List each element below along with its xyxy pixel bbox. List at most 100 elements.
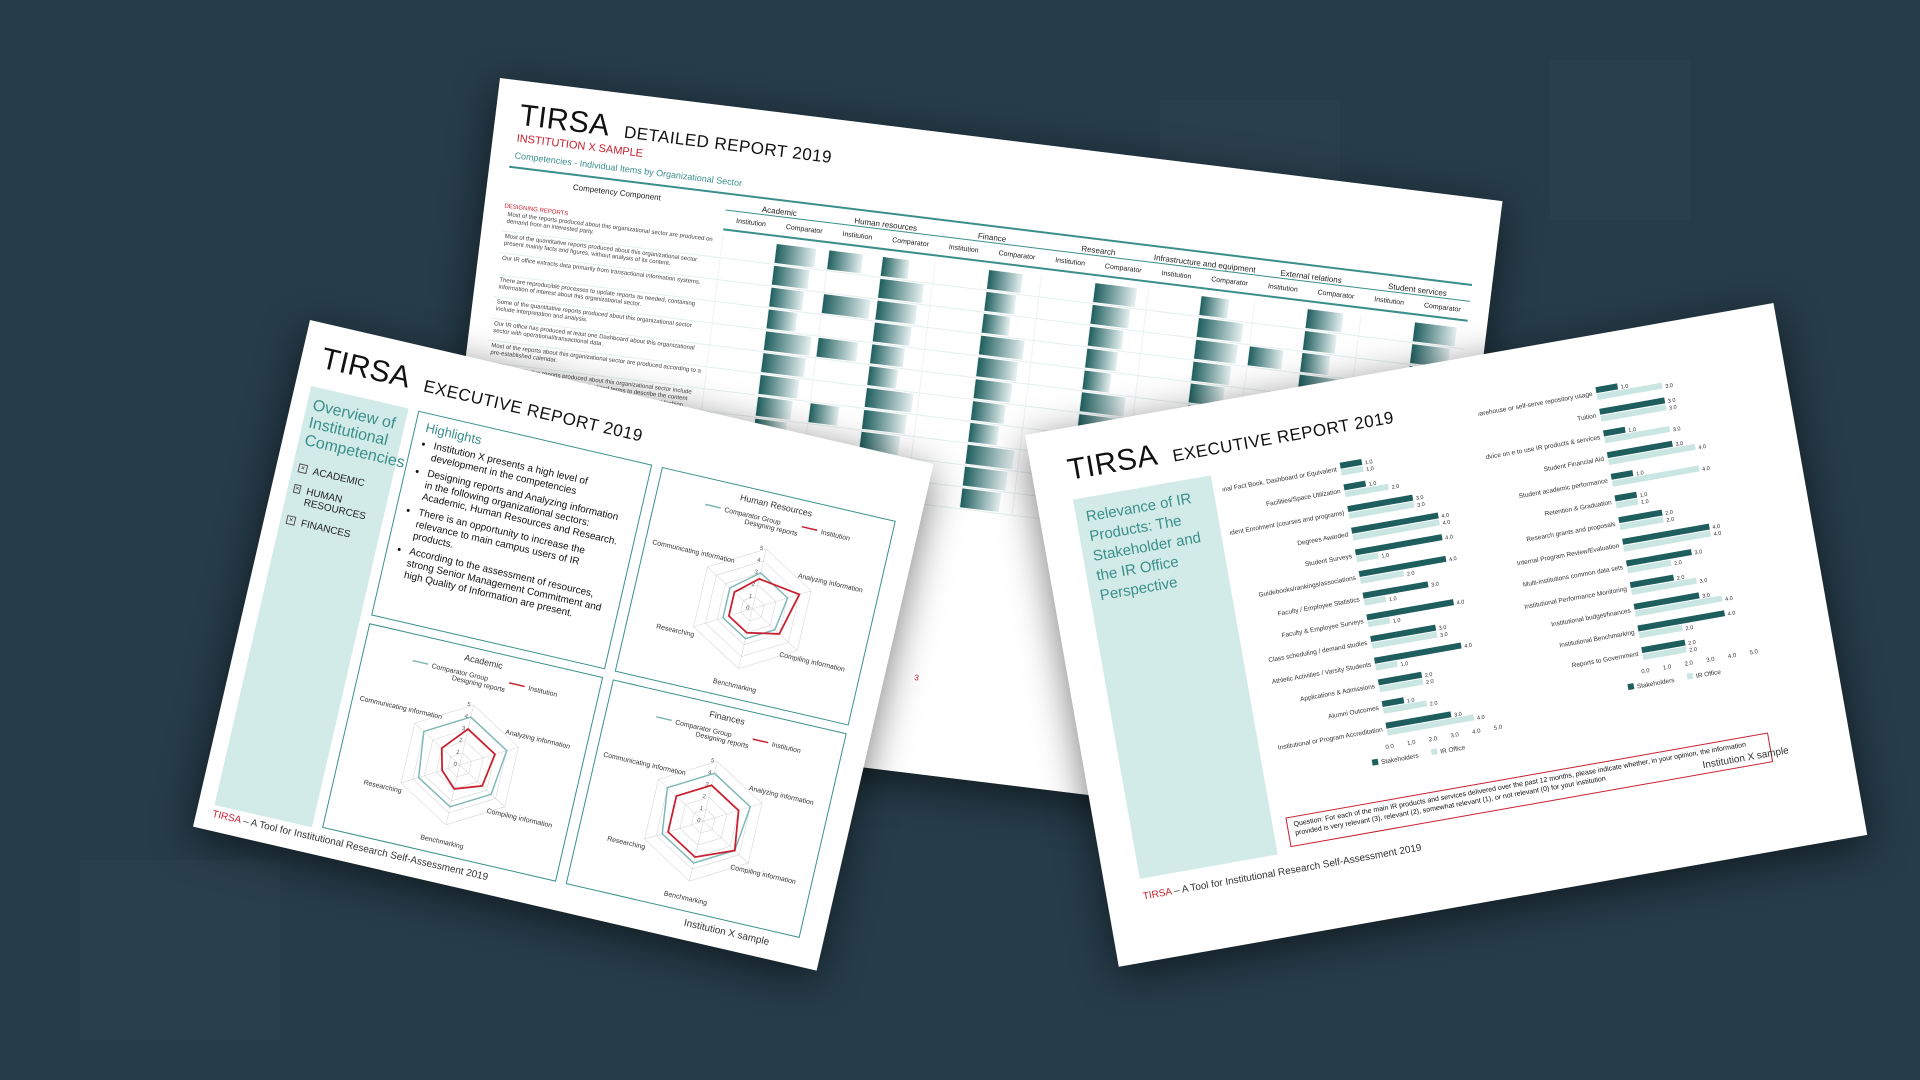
bar-category-label: Institutional budget/finances xyxy=(1551,607,1632,628)
radar-axis-label: Compiling information xyxy=(730,864,797,886)
rating-bar xyxy=(766,309,798,332)
bar-data-label: 1.0 xyxy=(1641,499,1650,506)
bar-data-label: 1.0 xyxy=(1628,427,1637,434)
rating-bar xyxy=(960,488,1002,513)
bar-data-label: 2.0 xyxy=(1674,560,1683,567)
bar-data-label: 3.0 xyxy=(1702,593,1711,600)
bar-data-label: 4.0 xyxy=(1464,643,1473,650)
bar-stakeholders xyxy=(1339,458,1363,469)
bar-data-label: 4.0 xyxy=(1477,715,1486,722)
bar-data-label: 4.0 xyxy=(1449,556,1458,563)
bar-data-label: 1.0 xyxy=(1400,661,1409,668)
bar-data-label: 1.0 xyxy=(1407,697,1416,704)
rating-bar xyxy=(1247,346,1285,370)
bar-data-label: 3.0 xyxy=(1417,502,1426,509)
radar-tick-label: 0 xyxy=(453,762,458,769)
bar-ir-office xyxy=(1379,678,1424,693)
checkbox-icon: × xyxy=(285,514,297,526)
bar-data-label: 4.0 xyxy=(1445,534,1454,541)
bar-stakeholders xyxy=(1351,512,1439,534)
radar-axis-label: Researching xyxy=(655,623,695,639)
bar-data-label: 4.0 xyxy=(1698,444,1707,451)
radar-axis-label: Communicating information xyxy=(652,539,736,565)
rating-bar xyxy=(1085,348,1118,372)
bar-category-label: Applications & Admissions xyxy=(1300,683,1377,703)
radar-spoke xyxy=(703,820,749,864)
bar-category-label: Student Financial Aid xyxy=(1543,456,1605,474)
bar-data-label: 2.0 xyxy=(1665,510,1674,517)
bar-ir-office xyxy=(1375,660,1398,671)
bar-data-label: 2.0 xyxy=(1429,700,1438,707)
bar-tick-label: 2.0 xyxy=(1428,736,1438,743)
rating-bar xyxy=(1087,326,1125,350)
radar-spoke xyxy=(644,820,704,840)
bar-stakeholders xyxy=(1618,509,1663,524)
rating-bar xyxy=(867,366,899,389)
bar-data-label: 2.0 xyxy=(1666,517,1675,524)
highlights-box: Highlights Institution X presents a high… xyxy=(371,410,653,670)
radar-axis-label: Benchmarking xyxy=(419,834,464,851)
bar-data-label: 3.0 xyxy=(1675,441,1684,448)
radar-tick-label: 4 xyxy=(464,714,469,721)
bar-data-label: 1.0 xyxy=(1365,459,1374,466)
bar-tick-label: 3.0 xyxy=(1450,732,1460,739)
radar-tick-label: 0 xyxy=(745,605,750,612)
radar-tick-label: 3 xyxy=(754,570,759,577)
radar-spoke xyxy=(400,764,460,784)
bar-category-label: Reports to Government xyxy=(1571,651,1639,670)
bar-tick-label: 5.0 xyxy=(1493,725,1503,732)
legend-swatch-institution xyxy=(509,682,525,688)
bar-tick-label: 5.0 xyxy=(1749,649,1759,656)
radar-tick-label: 5 xyxy=(759,546,764,553)
rating-bar xyxy=(1199,296,1230,319)
rating-bar xyxy=(1093,283,1137,308)
legend-swatch-comparator xyxy=(705,503,721,509)
legend-swatch-stakeholders xyxy=(1371,758,1379,766)
bar-stakeholders xyxy=(1595,383,1619,394)
bar-ir-office xyxy=(1386,714,1475,736)
radar-axis-label: Analyzing information xyxy=(797,573,863,595)
bar-category-label: Internal Program Review/Evaluation xyxy=(1517,542,1621,567)
legend-swatch-ir-office xyxy=(1686,672,1694,680)
radar-tick-label: 4 xyxy=(707,770,712,777)
radar-axis-label: Benchmarking xyxy=(712,678,757,695)
bar-stakeholders xyxy=(1366,599,1455,621)
sidebar-item-label: ACADEMIC xyxy=(311,466,366,490)
bar-data-label: 1.0 xyxy=(1381,553,1390,560)
radar-spoke xyxy=(414,722,460,766)
radar-chart-finances: Finances Comparator Group Institution Desig… xyxy=(565,679,847,938)
radar-spoke xyxy=(703,802,763,822)
bar-tick-label: 2.0 xyxy=(1684,660,1694,667)
legend-swatch-comparator xyxy=(656,716,672,722)
bar-stakeholders xyxy=(1362,581,1429,599)
radar-series-comparator xyxy=(661,772,752,864)
bar-data-label: 4.0 xyxy=(1702,466,1711,473)
bar-ir-office xyxy=(1630,577,1698,596)
chart-title: Finances xyxy=(708,709,746,727)
bar-stakeholders xyxy=(1599,397,1666,415)
bar-category-label: Facilities/Space Utilization xyxy=(1266,488,1342,508)
bar-data-label: 2.0 xyxy=(1424,672,1433,679)
bar-chart-left: Institutional Fact Book, Dashboard or Eq… xyxy=(1219,458,1503,766)
sidebar-title: Relevance of IR Products: The Stakeholde… xyxy=(1084,490,1203,605)
radar-axis-label: Compiling information xyxy=(779,652,846,674)
rating-bar xyxy=(755,396,794,420)
bar-ir-office xyxy=(1344,483,1390,498)
radar-chart-academic: Academic Comparator Group Institution Desig… xyxy=(322,623,604,882)
rating-bar xyxy=(808,403,840,426)
bar-category-label: Class scheduling / demand studies xyxy=(1268,640,1369,664)
radar-tick-label: 5 xyxy=(467,702,472,709)
rating-bar xyxy=(1412,322,1457,347)
bar-ir-office xyxy=(1363,595,1387,606)
radar-tick-label: 3 xyxy=(705,782,710,789)
radar-chart-human-resources: Human Resources Comparator Group Instituti… xyxy=(614,466,896,726)
bar-data-label: 2.0 xyxy=(1407,570,1416,577)
rating-bar xyxy=(774,243,817,268)
detail-title: DETAILED REPORT 2019 xyxy=(622,122,834,167)
bar-category-label: Institutional or Program Accreditation xyxy=(1277,726,1383,751)
bar-data-label: 3.0 xyxy=(1438,625,1447,632)
legend-swatch-ir-office xyxy=(1430,748,1438,756)
bar-ir-office xyxy=(1352,519,1440,541)
bar-chart-right: Data warehouse or self-serve repository … xyxy=(1475,382,1759,690)
radar-tick-label: 3 xyxy=(461,726,466,733)
